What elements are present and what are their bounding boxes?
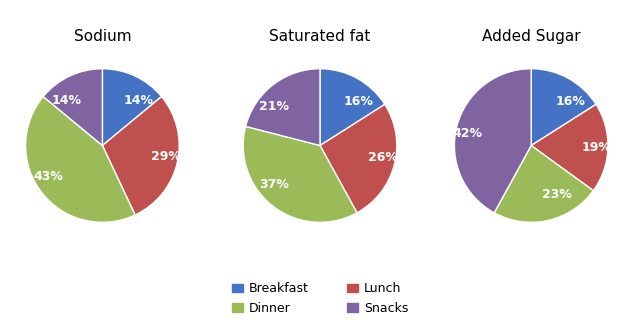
Title: Added Sugar: Added Sugar <box>482 29 580 44</box>
Text: 19%: 19% <box>581 141 611 154</box>
Wedge shape <box>320 69 385 146</box>
Wedge shape <box>531 69 596 146</box>
Wedge shape <box>102 96 179 215</box>
Title: Saturated fat: Saturated fat <box>269 29 371 44</box>
Wedge shape <box>320 104 397 213</box>
Text: 21%: 21% <box>259 99 289 112</box>
Wedge shape <box>454 69 531 213</box>
Text: 14%: 14% <box>51 94 81 107</box>
Wedge shape <box>26 96 135 222</box>
Text: 16%: 16% <box>344 95 374 108</box>
Wedge shape <box>44 69 102 146</box>
Wedge shape <box>243 127 357 222</box>
Wedge shape <box>531 104 608 191</box>
Text: 42%: 42% <box>453 127 483 140</box>
Text: 37%: 37% <box>260 179 289 192</box>
Text: 29%: 29% <box>151 150 181 163</box>
Legend: Breakfast, Dinner, Lunch, Snacks: Breakfast, Dinner, Lunch, Snacks <box>225 276 415 321</box>
Wedge shape <box>494 146 593 222</box>
Text: 23%: 23% <box>542 188 572 201</box>
Text: 26%: 26% <box>369 151 398 164</box>
Text: 43%: 43% <box>33 170 63 182</box>
Title: Sodium: Sodium <box>74 29 131 44</box>
Text: 14%: 14% <box>124 94 154 107</box>
Text: 16%: 16% <box>556 95 585 108</box>
Wedge shape <box>246 69 320 146</box>
Wedge shape <box>102 69 161 146</box>
